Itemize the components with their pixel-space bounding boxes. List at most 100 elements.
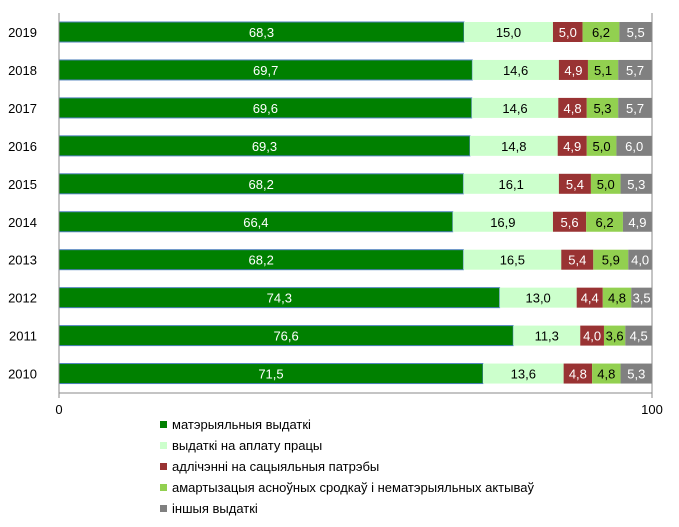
data-label: 71,5 <box>258 367 283 382</box>
bar-segment <box>628 249 652 270</box>
data-label: 76,6 <box>273 329 298 344</box>
category-label: 2015 <box>8 177 37 192</box>
bar-segment <box>582 22 620 42</box>
data-label: 5,3 <box>593 101 611 116</box>
data-label: 5,0 <box>593 139 611 154</box>
bar-segment <box>552 211 587 232</box>
category-label: 2018 <box>8 63 37 78</box>
category-label: 2012 <box>8 291 37 306</box>
category-label: 2013 <box>8 253 37 268</box>
data-label: 16,5 <box>500 253 525 268</box>
bar-segment <box>602 287 632 308</box>
data-label: 69,6 <box>253 101 278 116</box>
bar-segment <box>620 363 652 384</box>
data-label: 4,8 <box>597 367 615 382</box>
bar-segment <box>513 325 581 346</box>
bar-segment <box>587 59 619 80</box>
data-label: 15,0 <box>496 25 521 40</box>
data-label: 4,9 <box>563 139 581 154</box>
bar-segment <box>499 287 577 308</box>
bar-segment <box>563 363 593 384</box>
data-label: 5,7 <box>626 63 644 78</box>
legend-item: матэрыяльныя выдаткі <box>160 414 534 435</box>
data-label: 5,7 <box>626 101 644 116</box>
data-label: 5,1 <box>594 63 612 78</box>
bar-segment <box>469 135 558 156</box>
bar-segment <box>622 211 652 232</box>
bar-segment <box>580 325 604 346</box>
data-label: 68,3 <box>249 25 274 40</box>
x-tick-label: 100 <box>641 402 663 417</box>
bar-segment <box>472 59 559 80</box>
data-label: 69,7 <box>253 63 278 78</box>
bar-segment <box>631 287 652 308</box>
data-label: 4,0 <box>583 329 601 344</box>
data-label: 4,8 <box>569 367 587 382</box>
data-label: 16,1 <box>499 177 524 192</box>
data-label: 4,0 <box>631 253 649 268</box>
bar-segment <box>592 363 621 384</box>
data-label: 4,8 <box>608 291 626 306</box>
bar-segment <box>618 97 652 118</box>
legend-label: адлічэнні на сацыяльныя патрэбы <box>172 459 380 474</box>
data-label: 5,0 <box>597 177 615 192</box>
legend-label: матэрыяльныя выдаткі <box>172 417 311 432</box>
data-label: 69,3 <box>252 139 277 154</box>
bar-segment <box>463 173 559 194</box>
data-label: 14,6 <box>502 101 527 116</box>
bar-segment <box>590 173 621 194</box>
bar-segment <box>586 97 619 118</box>
bar-segment <box>471 97 559 118</box>
data-label: 13,0 <box>525 291 550 306</box>
legend-label: амартызацыя асноўных сродкаў і нематэрыя… <box>172 480 534 495</box>
legend-swatch <box>160 505 167 512</box>
legend-swatch <box>160 463 167 470</box>
data-label: 4,9 <box>628 215 646 230</box>
data-label: 5,0 <box>559 25 577 40</box>
bar-segment <box>558 59 588 80</box>
bar-segment <box>586 135 617 156</box>
data-label: 5,3 <box>627 367 645 382</box>
bar-segment <box>620 173 652 194</box>
legend-item: выдаткі на аплату працы <box>160 435 534 456</box>
data-label: 5,4 <box>566 177 584 192</box>
data-label: 5,9 <box>602 253 620 268</box>
data-label: 13,6 <box>511 367 536 382</box>
legend: матэрыяльныя выдаткі выдаткі на аплату пр… <box>160 414 534 519</box>
bar-segment <box>558 173 591 194</box>
legend-swatch <box>160 484 167 491</box>
bar-segment <box>558 97 587 118</box>
bar-segment <box>616 135 652 156</box>
data-label: 4,8 <box>563 101 581 116</box>
data-label: 66,4 <box>243 215 268 230</box>
bar-segment <box>464 22 553 42</box>
bar-segment <box>561 249 594 270</box>
category-label: 2010 <box>8 367 37 382</box>
data-label: 3,5 <box>633 291 651 306</box>
category-label: 2016 <box>8 139 37 154</box>
data-label: 5,6 <box>561 215 579 230</box>
bar-segment <box>625 325 652 346</box>
legend-swatch <box>160 421 167 428</box>
data-label: 6,2 <box>596 215 614 230</box>
data-label: 74,3 <box>267 291 292 306</box>
bar-segment <box>603 325 626 346</box>
legend-item: адлічэнні на сацыяльныя патрэбы <box>160 456 534 477</box>
data-label: 4,9 <box>564 63 582 78</box>
legend-label: іншыя выдаткі <box>172 501 258 516</box>
bar-segment <box>552 22 583 42</box>
bar-segment <box>619 22 652 42</box>
legend-swatch <box>160 442 167 449</box>
bar-segment <box>463 249 562 270</box>
data-label: 4,5 <box>630 329 648 344</box>
data-label: 3,6 <box>606 329 624 344</box>
bar-segment <box>586 211 623 232</box>
category-label: 2014 <box>8 215 37 230</box>
data-label: 11,3 <box>535 329 559 344</box>
data-label: 14,8 <box>501 139 526 154</box>
data-label: 6,2 <box>592 25 610 40</box>
category-label: 2011 <box>9 329 37 344</box>
bar-segment <box>576 287 603 308</box>
bar-segment <box>618 59 652 80</box>
